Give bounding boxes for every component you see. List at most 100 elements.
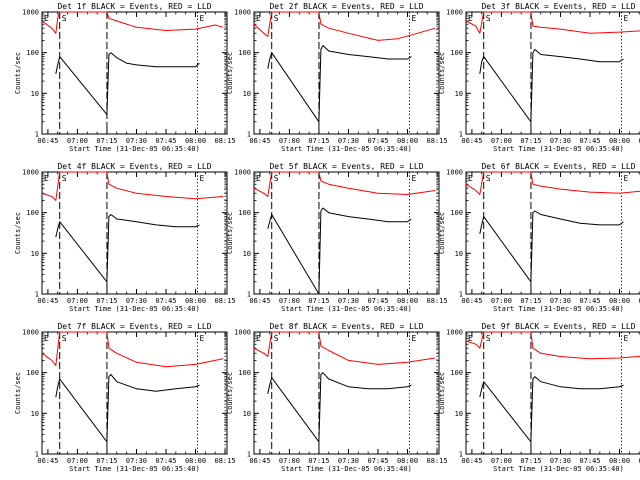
x-tick-label: 06:45 — [37, 457, 58, 465]
y-tick-label: 10 — [31, 250, 39, 258]
x-axis-label: Start Time (31-Dec-05 06:35:40) — [281, 465, 412, 473]
y-tick-label: 100 — [26, 369, 39, 377]
y-tick-label: 1000 — [22, 9, 39, 17]
panel-det-3: Det 3f BLACK = Events, RED = LLD 1 10 100 10… — [438, 2, 640, 153]
y-tick-label: 10 — [243, 410, 251, 418]
series-lld-line — [41, 11, 224, 34]
y-tick-label: 1000 — [22, 169, 39, 177]
y-tick-label: 1 — [459, 451, 463, 459]
x-axis-label: Start Time (31-Dec-05 06:35:40) — [69, 465, 200, 473]
x-tick-label: 08:00 — [185, 137, 206, 145]
event-marker-label: S — [486, 174, 491, 183]
x-tick-label: 06:45 — [461, 137, 482, 145]
x-tick-label: 06:45 — [249, 137, 270, 145]
event-marker-label: E — [623, 334, 628, 343]
x-tick-label: 07:45 — [155, 297, 176, 305]
event-marker-label: E — [468, 174, 473, 183]
y-tick-label: 100 — [26, 49, 39, 57]
event-marker-label: E — [256, 14, 261, 23]
x-axis-label: Start Time (31-Dec-05 06:35:40) — [493, 465, 624, 473]
x-tick-label: 07:00 — [279, 457, 300, 465]
x-tick-label: 07:30 — [126, 457, 147, 465]
y-tick-label: 1000 — [446, 169, 463, 177]
event-marker-label: E — [623, 174, 628, 183]
panel-det-2: Det 2f BLACK = Events, RED = LLD 1 10 100 10… — [226, 2, 448, 153]
x-tick-label: 08:15 — [214, 297, 235, 305]
y-tick-label: 10 — [243, 90, 251, 98]
series-lld-line — [465, 11, 640, 34]
series-events-line — [267, 372, 412, 443]
x-tick-label: 07:45 — [155, 457, 176, 465]
y-axis-label: Counts/sec — [438, 52, 446, 94]
y-axis-label: Counts/sec — [14, 52, 22, 94]
plot-frame — [465, 11, 640, 135]
panel-det-9: Det 9f BLACK = Events, RED = LLD 1 10 100 10… — [438, 322, 640, 473]
event-marker-label: E — [411, 334, 416, 343]
y-tick-label: 100 — [450, 209, 463, 217]
x-axis-label: Start Time (31-Dec-05 06:35:40) — [493, 305, 624, 313]
plot-frame — [253, 331, 440, 455]
x-tick-label: 08:00 — [185, 457, 206, 465]
y-tick-label: 10 — [31, 410, 39, 418]
y-tick-label: 1000 — [446, 9, 463, 17]
x-tick-label: 07:00 — [491, 137, 512, 145]
x-tick-label: 07:15 — [96, 137, 117, 145]
x-tick-label: 07:30 — [550, 457, 571, 465]
y-tick-label: 10 — [31, 90, 39, 98]
event-marker-label: E — [623, 14, 628, 23]
panel-title: Det 4f BLACK = Events, RED = LLD — [57, 162, 211, 171]
x-axis-label: Start Time (31-Dec-05 06:35:40) — [69, 305, 200, 313]
x-tick-label: 08:15 — [638, 297, 640, 305]
y-tick-label: 1 — [247, 451, 251, 459]
panel-title: Det 1f BLACK = Events, RED = LLD — [57, 2, 211, 11]
x-tick-label: 07:00 — [67, 457, 88, 465]
series-lld-line — [253, 11, 436, 41]
x-tick-label: 07:45 — [579, 137, 600, 145]
event-marker-label: E — [468, 334, 473, 343]
series-events-line — [479, 48, 624, 123]
x-tick-label: 08:00 — [397, 457, 418, 465]
y-tick-label: 100 — [26, 209, 39, 217]
x-tick-label: 07:00 — [279, 297, 300, 305]
x-tick-label: 07:45 — [579, 457, 600, 465]
series-events-line — [267, 207, 412, 295]
event-marker-label: E — [199, 14, 204, 23]
x-tick-label: 07:15 — [96, 457, 117, 465]
event-marker-label: S — [274, 174, 279, 183]
y-axis-label: Counts/sec — [438, 372, 446, 414]
x-axis-label: Start Time (31-Dec-05 06:35:40) — [281, 145, 412, 153]
plot-frame — [41, 11, 228, 135]
y-tick-label: 1 — [35, 451, 39, 459]
x-tick-label: 07:45 — [367, 297, 388, 305]
x-tick-label: 08:15 — [214, 457, 235, 465]
x-tick-label: 07:45 — [367, 457, 388, 465]
y-tick-label: 10 — [455, 250, 463, 258]
x-tick-label: 07:30 — [338, 457, 359, 465]
x-tick-label: 08:00 — [397, 137, 418, 145]
y-tick-label: 1000 — [234, 329, 251, 337]
event-marker-label: S — [486, 14, 491, 23]
x-axis-label: Start Time (31-Dec-05 06:35:40) — [493, 145, 624, 153]
x-tick-label: 06:45 — [37, 137, 58, 145]
panel-det-1: Det 1f BLACK = Events, RED = LLD 1 10 100 10… — [14, 2, 236, 153]
x-tick-label: 08:00 — [609, 137, 630, 145]
plot-frame — [41, 171, 228, 295]
x-tick-label: 07:15 — [308, 297, 329, 305]
x-tick-label: 07:00 — [491, 297, 512, 305]
y-tick-label: 10 — [243, 250, 251, 258]
x-tick-label: 07:00 — [67, 137, 88, 145]
x-tick-label: 06:45 — [461, 457, 482, 465]
y-tick-label: 100 — [238, 209, 251, 217]
y-axis-label: Counts/sec — [226, 52, 234, 94]
y-tick-label: 1 — [35, 291, 39, 299]
plot-frame — [465, 171, 640, 295]
panel-title: Det 2f BLACK = Events, RED = LLD — [269, 2, 423, 11]
y-tick-label: 1 — [247, 131, 251, 139]
x-tick-label: 07:15 — [520, 457, 541, 465]
event-marker-label: S — [62, 174, 67, 183]
panel-title: Det 8f BLACK = Events, RED = LLD — [269, 322, 423, 331]
event-marker-label: E — [411, 14, 416, 23]
x-tick-label: 08:15 — [426, 297, 447, 305]
series-events-line — [55, 374, 200, 443]
